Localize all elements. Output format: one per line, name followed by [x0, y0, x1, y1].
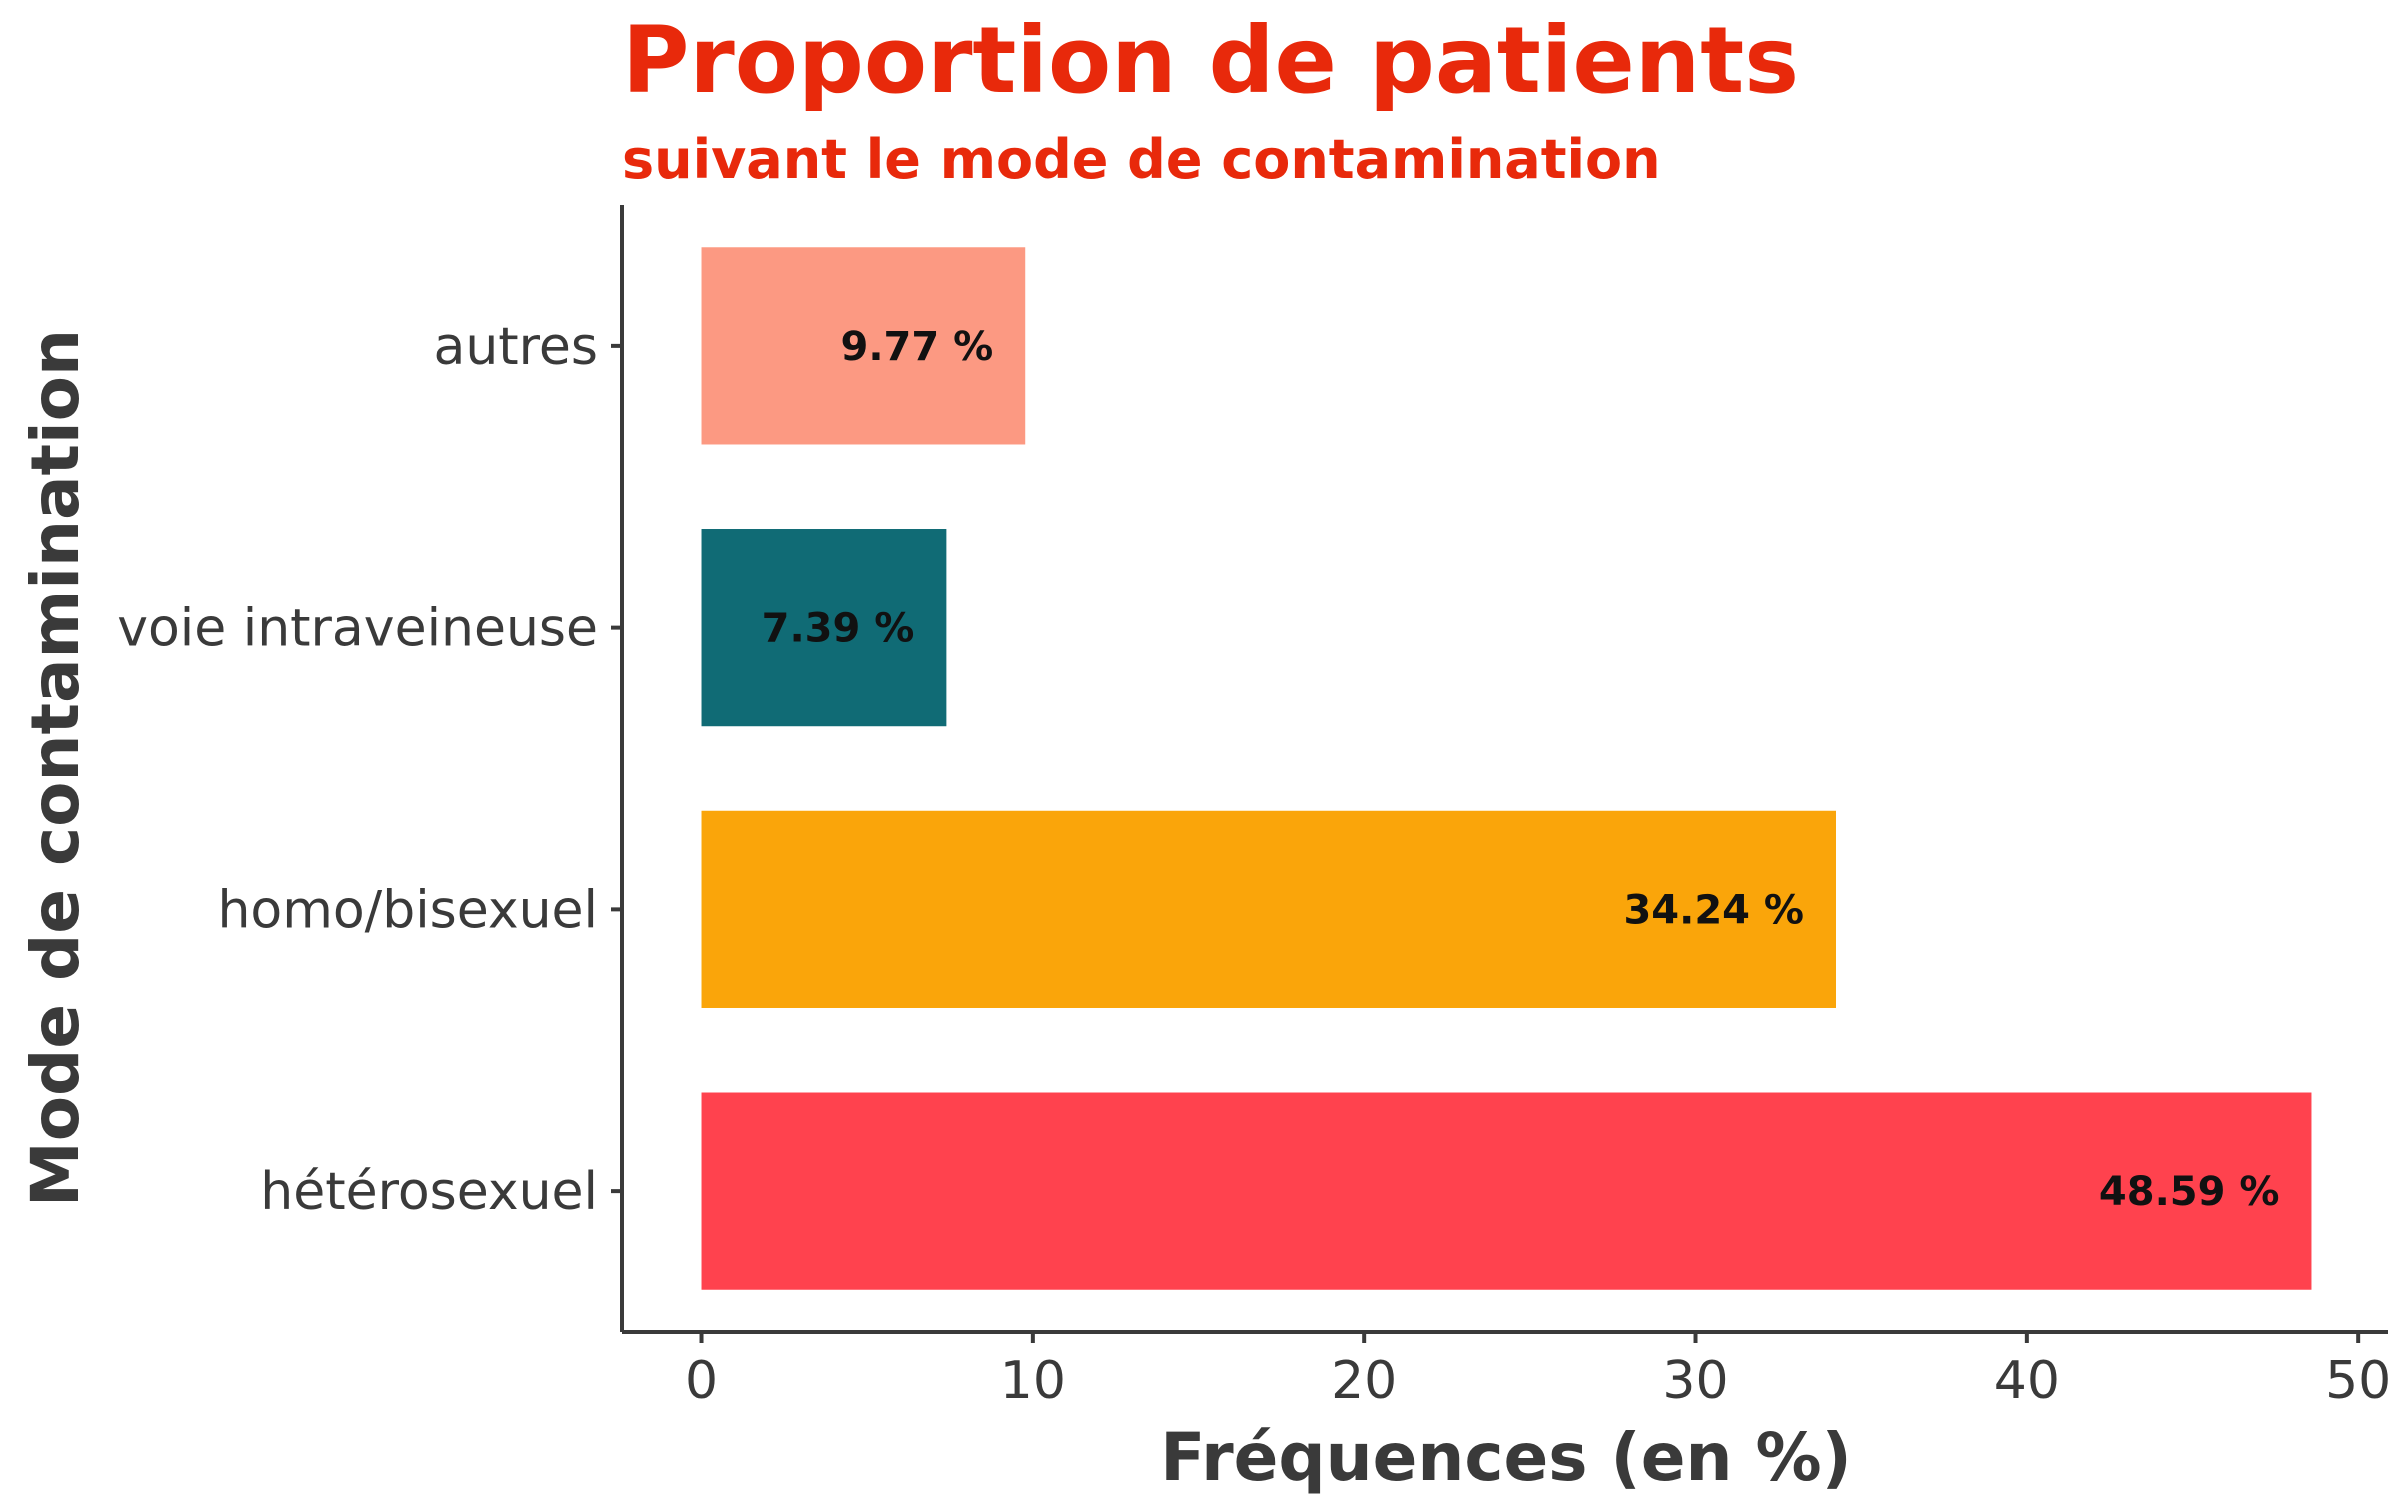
bar-0 [701, 247, 1026, 445]
x-tick-label-1: 10 [1000, 1351, 1066, 1411]
data-labels-layer: 9.77 % 7.39 % 34.24 % 48.59 % [762, 324, 2280, 1215]
x-tick-label-4: 40 [1994, 1351, 2060, 1411]
data-label-0: 9.77 % [841, 324, 994, 370]
y-tick-label-0: autres [433, 317, 598, 377]
x-tick-label-5: 50 [2325, 1351, 2391, 1411]
data-label-3: 48.59 % [2099, 1169, 2280, 1215]
y-axis-title: Mode de contamination [17, 329, 94, 1207]
bar-1 [701, 529, 947, 727]
bar-2 [701, 810, 1837, 1008]
data-label-1: 7.39 % [762, 606, 915, 652]
y-tick-label-1: voie intraveineuse [117, 599, 598, 659]
x-axis-title: Fréquences (en %) [1160, 1419, 1852, 1496]
bars-layer [701, 247, 2312, 1290]
y-tick-label-3: hétérosexuel [260, 1162, 598, 1222]
x-tick-label-0: 0 [685, 1351, 718, 1411]
axes-layer: autres voie intraveineuse homo/bisexuel hét… [117, 205, 2391, 1411]
bar-3 [701, 1092, 2312, 1290]
chart-subtitle: suivant le mode de contamination [622, 128, 1661, 191]
y-tick-label-2: homo/bisexuel [217, 880, 598, 940]
x-tick-label-3: 30 [1662, 1351, 1728, 1411]
data-label-2: 34.24 % [1623, 887, 1804, 933]
x-tick-label-2: 20 [1331, 1351, 1397, 1411]
chart-title: Proportion de patients [622, 7, 1799, 114]
